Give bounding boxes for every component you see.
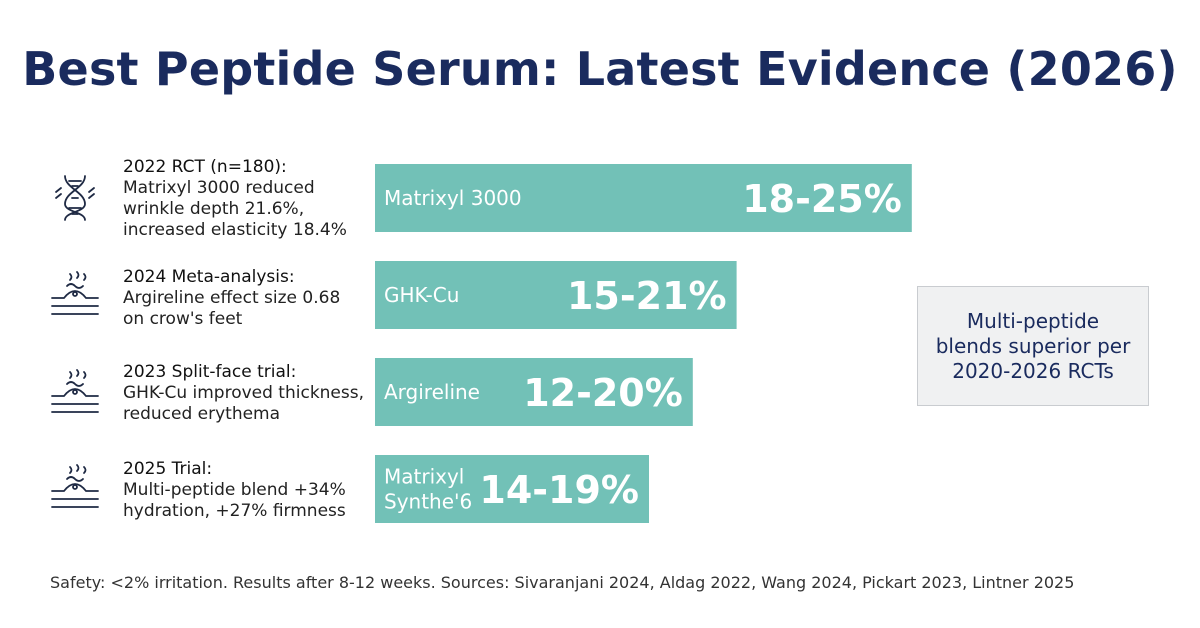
footer-note: Safety: <2% irritation. Results after 8-…: [50, 573, 1075, 592]
skin-layers-icon: [50, 368, 100, 418]
bar-ghk-cu: [375, 261, 737, 329]
study-note: 2023 Split-face trial: GHK-Cu improved t…: [123, 362, 368, 425]
study-note: 2024 Meta-analysis: Argireline effect si…: [123, 267, 368, 330]
study-description: Multi-peptide blend +34% hydration, +27%…: [123, 480, 346, 521]
callout-box: Multi-peptide blends superior per 2020-2…: [917, 286, 1149, 406]
bar-matrixyl-3000: [375, 164, 912, 232]
study-heading: 2023 Split-face trial:: [123, 362, 297, 382]
study-note: 2022 RCT (n=180): Matrixyl 3000 reduced …: [123, 157, 368, 241]
bar-category-label: GHK-Cu: [384, 283, 459, 307]
bar-category-label: Argireline: [384, 380, 480, 404]
bar-category-label: Synthe'6: [384, 490, 472, 514]
skin-layers-icon: [50, 270, 100, 320]
dna-icon: [50, 172, 100, 222]
callout-text: Multi-peptide blends superior per 2020-2…: [935, 308, 1131, 383]
skin-layers-icon: [50, 463, 100, 513]
bar-value-label: 12-20%: [523, 371, 683, 415]
study-description: Matrixyl 3000 reduced wrinkle depth 21.6…: [123, 178, 347, 240]
study-heading: 2022 RCT (n=180):: [123, 157, 287, 177]
bar-value-label: 14-19%: [479, 468, 639, 512]
study-description: GHK-Cu improved thickness, reduced eryth…: [123, 383, 365, 424]
bar-category-label: Matrixyl: [384, 465, 464, 489]
page-title: Best Peptide Serum: Latest Evidence (202…: [22, 42, 1178, 96]
bar-argireline: [375, 358, 693, 426]
study-note: 2025 Trial: Multi-peptide blend +34% hyd…: [123, 459, 368, 522]
bar-matrixyl-synthe-6: [375, 455, 649, 523]
study-heading: 2024 Meta-analysis:: [123, 267, 295, 287]
study-heading: 2025 Trial:: [123, 459, 213, 479]
bar-value-label: 18-25%: [742, 177, 902, 221]
study-description: Argireline effect size 0.68 on crow's fe…: [123, 288, 341, 329]
bar-value-label: 15-21%: [567, 274, 727, 318]
bar-category-label: Matrixyl 3000: [384, 186, 522, 210]
